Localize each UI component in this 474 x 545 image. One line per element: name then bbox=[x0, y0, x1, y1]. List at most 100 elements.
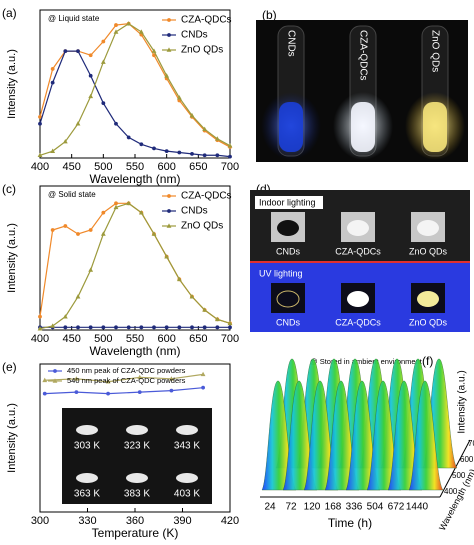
inset-label: 303 K bbox=[74, 441, 100, 452]
x-tick-label: 550 bbox=[126, 333, 144, 345]
series-line bbox=[39, 50, 231, 158]
tube-label: ZnO QDs bbox=[429, 30, 440, 72]
data-point bbox=[88, 93, 94, 99]
spectrum-slice bbox=[408, 380, 444, 491]
x-tick-label: 700 bbox=[221, 161, 239, 173]
y-axis-label: Intensity (a.u.) bbox=[457, 370, 468, 433]
data-point bbox=[37, 326, 43, 331]
data-point bbox=[167, 18, 171, 22]
data-point bbox=[50, 67, 55, 71]
data-point bbox=[137, 390, 142, 395]
data-point bbox=[167, 209, 171, 213]
data-point bbox=[113, 204, 119, 210]
sample-label: CNDs bbox=[276, 317, 300, 327]
x-tick-label: 550 bbox=[126, 161, 144, 173]
legend-label: CZA-QDCs bbox=[181, 15, 232, 26]
y-axis-label: Intensity (a.u.) bbox=[6, 223, 18, 293]
z-tick-label: 600 bbox=[460, 455, 474, 464]
data-point bbox=[88, 325, 93, 330]
annotation: @ Stored in ambient environment bbox=[310, 357, 423, 366]
data-point bbox=[38, 114, 42, 119]
data-point bbox=[42, 377, 48, 383]
x-tick-label: 1440 bbox=[406, 502, 429, 513]
data-point bbox=[177, 150, 182, 155]
data-point bbox=[228, 325, 232, 330]
tube-liquid bbox=[351, 102, 375, 152]
z-tick-label: 500 bbox=[452, 471, 466, 480]
data-point bbox=[101, 210, 106, 215]
data-point bbox=[63, 49, 68, 54]
y-axis-label: Intensity (a.u.) bbox=[6, 49, 18, 119]
data-point bbox=[38, 121, 42, 126]
data-point bbox=[152, 325, 156, 330]
legend-label: 450 nm peak of CZA-QDC powders bbox=[67, 366, 186, 375]
data-point bbox=[106, 391, 110, 396]
data-point bbox=[105, 379, 111, 384]
data-point bbox=[190, 325, 194, 330]
data-point bbox=[139, 325, 144, 330]
data-point bbox=[166, 223, 172, 228]
data-point bbox=[62, 314, 68, 319]
data-point bbox=[114, 121, 118, 126]
data-point bbox=[169, 388, 174, 393]
data-point bbox=[114, 201, 118, 206]
data-point bbox=[42, 391, 47, 396]
data-point bbox=[214, 136, 220, 141]
row-title: Indoor lighting bbox=[259, 197, 316, 207]
sample-label: ZnO QDs bbox=[409, 317, 448, 327]
x-tick-label: 300 bbox=[31, 515, 49, 527]
data-point bbox=[101, 39, 106, 44]
legend-label: CNDs bbox=[181, 30, 208, 41]
powder bbox=[417, 220, 439, 236]
panel-label: (b) bbox=[262, 8, 277, 22]
x-tick-label: 400 bbox=[31, 161, 49, 173]
data-point bbox=[50, 148, 56, 153]
legend-label: 540 nm peak of CZA-QDC powders bbox=[67, 376, 186, 385]
data-point bbox=[202, 126, 208, 132]
data-point bbox=[166, 47, 172, 52]
z-axis bbox=[439, 439, 471, 498]
inset-label: 363 K bbox=[74, 489, 100, 500]
legend-label: CNDs bbox=[181, 206, 208, 217]
data-point bbox=[88, 267, 94, 272]
powder-sample bbox=[176, 425, 198, 435]
x-tick-label: 450 bbox=[62, 161, 80, 173]
data-point bbox=[88, 228, 93, 232]
series-line bbox=[39, 22, 231, 156]
data-point bbox=[114, 325, 118, 330]
data-point bbox=[62, 138, 68, 144]
annotation: @ Solid state bbox=[48, 190, 96, 199]
data-point bbox=[215, 325, 220, 330]
data-point bbox=[137, 374, 143, 380]
inset-label: 343 K bbox=[174, 441, 200, 452]
x-tick-label: 500 bbox=[94, 333, 112, 345]
data-point bbox=[63, 224, 68, 228]
sample-label: ZnO QDs bbox=[409, 246, 448, 256]
data-point bbox=[151, 48, 157, 53]
data-point bbox=[101, 325, 106, 330]
data-point bbox=[201, 385, 205, 390]
data-point bbox=[50, 323, 56, 328]
x-tick-label: 390 bbox=[173, 515, 191, 527]
series-line bbox=[39, 23, 231, 148]
row-title-box bbox=[255, 196, 323, 209]
inset-label: 403 K bbox=[174, 489, 200, 500]
powder-sample bbox=[126, 473, 148, 483]
data-point bbox=[227, 143, 233, 148]
data-point bbox=[189, 294, 195, 299]
data-point bbox=[176, 95, 182, 100]
inset-label: 383 K bbox=[124, 489, 150, 500]
x-axis-label: Time (h) bbox=[328, 516, 372, 530]
data-point bbox=[152, 146, 156, 151]
powder bbox=[347, 291, 369, 307]
x-tick-label: 420 bbox=[221, 515, 239, 527]
data-point bbox=[164, 254, 170, 259]
data-point bbox=[76, 49, 80, 54]
panel-label: (f) bbox=[422, 354, 433, 368]
data-point bbox=[138, 210, 144, 215]
x-axis-label: Wavelength (nm) bbox=[90, 344, 181, 358]
powder bbox=[276, 290, 300, 308]
legend-label: ZnO QDs bbox=[181, 45, 223, 56]
inset-label: 323 K bbox=[124, 441, 150, 452]
data-point bbox=[76, 325, 80, 330]
